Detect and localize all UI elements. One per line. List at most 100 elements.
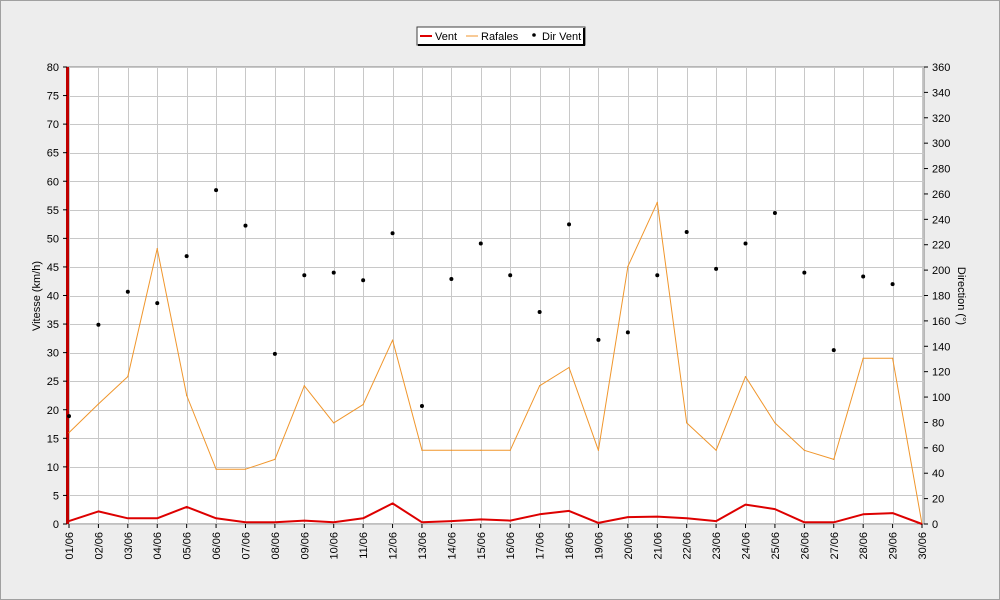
data-point-dir-vent [508,273,513,278]
data-point-vent [891,512,894,514]
data-point-vent [127,517,129,519]
y-right-tick-label: 160 [932,316,950,328]
right-tick-labels: 0 20 40 60 80 100 120 140 160 180 200 220 240 260 280 3… [924,62,950,531]
data-point-dir-vent [831,348,836,353]
series-layer [67,188,923,525]
data-point-rafales [539,385,541,387]
y-right-tick-label: 100 [932,392,950,404]
x-tick-label: 23/06 [711,532,723,560]
data-point-vent [362,517,364,519]
y-left-tick-label: 15 [47,433,59,445]
x-tick-label: 16/06 [505,532,517,560]
data-point-dir-vent [390,231,395,236]
x-tick-label: 12/06 [388,532,400,560]
data-point-rafales [156,248,158,250]
data-point-rafales [774,422,776,424]
data-point-rafales [862,357,864,359]
data-point-vent [68,520,70,522]
y-left-tick-label: 70 [47,119,59,131]
legend-label-rafales: Rafales [481,31,519,43]
data-point-rafales [127,376,129,378]
y-left-tick-label: 55 [47,205,59,217]
data-point-dir-vent [419,403,424,408]
data-point-dir-vent [772,210,777,215]
y-left-tick-label: 40 [47,291,59,303]
data-point-dir-vent [596,337,601,342]
y-right-tick-label: 60 [932,443,944,455]
data-point-dir-vent [743,241,748,246]
y-right-tick-label: 260 [932,189,950,201]
data-point-vent [744,503,747,506]
data-point-rafales [509,449,511,451]
data-point-rafales [744,376,747,378]
data-point-dir-vent [184,254,189,259]
x-tick-label: 29/06 [888,532,900,560]
data-point-rafales [362,404,364,406]
x-tick-label: 28/06 [858,532,870,560]
grid [67,67,924,525]
y-right-tick-label: 180 [932,291,950,303]
data-point-dir-vent [214,188,219,193]
left-tick-labels: 0 5 10 15 20 25 30 35 40 45 50 55 60 65 70 75 80 [47,62,67,531]
x-tick-label: 07/06 [240,532,252,560]
data-point-rafales [597,449,600,451]
data-point-dir-vent [478,241,483,246]
y-left-tick-label: 5 [53,490,59,502]
data-point-dir-vent [714,266,719,271]
data-point-vent [244,521,247,523]
data-point-rafales [97,403,100,405]
plot-area [66,66,925,525]
y-left-tick-label: 10 [47,462,59,474]
y-left-tick-label: 60 [47,176,59,188]
y-left-tick-label: 0 [53,519,59,531]
y-right-tick-label: 300 [932,138,950,150]
data-point-rafales [274,458,276,461]
data-point-rafales [715,449,717,451]
data-point-vent [715,520,717,522]
x-tick-label: 10/06 [329,532,341,560]
data-point-vent [509,519,511,522]
y-axis-left-title: Vitesse (km/h) [31,261,43,331]
x-tick-label: 21/06 [652,532,664,560]
data-point-dir-vent [625,330,630,335]
data-point-dir-vent [361,278,366,283]
data-point-vent [156,517,158,519]
data-point-rafales [421,449,423,451]
y-left-tick-label: 35 [47,319,59,331]
x-tick-label: 19/06 [593,532,605,560]
data-point-vent [656,515,658,518]
legend-label-vent: Vent [435,31,457,43]
series-line-rafales [68,201,923,525]
data-point-rafales [627,265,629,267]
data-point-vent [480,518,482,521]
y-right-tick-label: 220 [932,240,950,252]
data-point-rafales [333,422,335,424]
legend-label-dir-vent: Dir Vent [542,31,581,43]
x-tick-label: 06/06 [211,532,223,560]
data-point-rafales [391,339,394,341]
data-point-vent [215,517,217,519]
x-tick-label: 11/06 [358,532,370,559]
y-right-tick-label: 20 [932,494,944,506]
data-point-vent [803,521,805,523]
x-tick-label: 14/06 [446,532,458,560]
data-point-vent [333,521,335,523]
data-point-rafales [186,394,188,397]
data-point-rafales [215,468,217,470]
data-point-vent [421,521,423,523]
y-right-tick-label: 240 [932,214,950,226]
data-point-vent [274,521,276,523]
data-point-dir-vent [684,230,689,235]
data-point-rafales [68,432,70,434]
data-point-vent [186,506,188,508]
y-right-tick-label: 340 [932,87,950,99]
data-point-vent [597,522,600,524]
x-tick-label: 17/06 [535,532,547,560]
data-point-dir-vent [449,276,454,281]
x-tick-label: 01/06 [64,532,76,560]
data-point-vent [627,516,629,518]
x-tick-label: 26/06 [799,532,811,560]
x-tick-labels: 01/06 02/06 03/06 04/06 05/06 06/06 07/06 08/06… [64,524,929,560]
data-point-rafales [891,357,894,359]
